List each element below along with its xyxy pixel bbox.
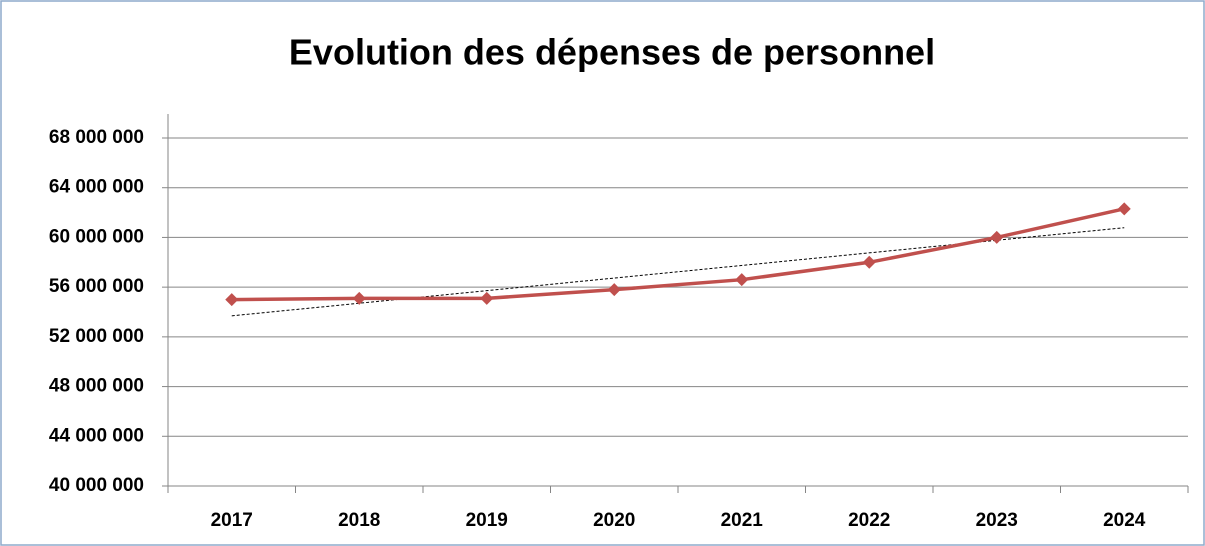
data-marker xyxy=(735,273,749,287)
y-tick-label: 40 000 000 xyxy=(49,475,144,496)
data-marker xyxy=(990,230,1004,244)
data-marker xyxy=(1117,202,1131,216)
chart-title: Evolution des dépenses de personnel xyxy=(289,32,935,73)
data-marker xyxy=(480,291,494,305)
x-tick-label: 2019 xyxy=(466,510,508,531)
data-marker xyxy=(862,255,876,269)
x-tick-label: 2024 xyxy=(1103,510,1146,531)
y-tick-label: 68 000 000 xyxy=(49,127,144,148)
y-tick-label: 52 000 000 xyxy=(49,326,144,347)
data-line xyxy=(231,207,1125,302)
y-tick-label: 56 000 000 xyxy=(49,276,144,297)
x-tick-label: 2017 xyxy=(211,510,253,531)
y-tick-label: 60 000 000 xyxy=(49,226,144,247)
data-marker xyxy=(225,293,239,307)
x-tick-label: 2021 xyxy=(721,510,764,531)
data-marker xyxy=(607,283,621,297)
x-tick-label: 2020 xyxy=(593,510,635,531)
x-tick-label: 2022 xyxy=(848,510,890,531)
x-tick-label: 2023 xyxy=(976,510,1018,531)
data-marker xyxy=(352,291,366,305)
y-tick-label: 44 000 000 xyxy=(49,425,144,446)
x-tick-label: 2018 xyxy=(338,510,380,531)
y-tick-label: 64 000 000 xyxy=(49,177,144,198)
y-tick-label: 48 000 000 xyxy=(49,376,144,397)
